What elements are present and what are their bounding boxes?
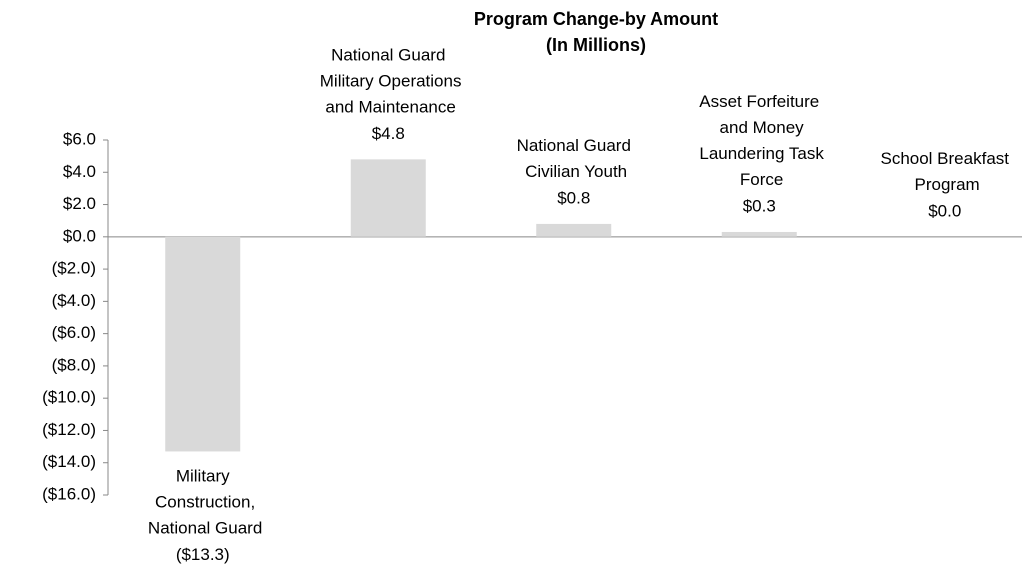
category-line: Asset Forfeiture xyxy=(699,92,819,111)
category-label: Military Construction, National Guard xyxy=(143,467,262,538)
category-line: and Maintenance xyxy=(321,98,456,117)
category-label: Asset Forfeiture and Money Laundering Ta… xyxy=(695,92,825,189)
y-tick-label: ($12.0) xyxy=(42,420,96,439)
category-line: and Money xyxy=(715,118,804,137)
category-label: National Guard Military Operations and M… xyxy=(315,46,461,117)
category-line: Force xyxy=(735,170,783,189)
value-label: $0.8 xyxy=(557,188,590,207)
value-label: $0.0 xyxy=(928,201,961,220)
y-tick-label: $6.0 xyxy=(63,129,96,148)
category-line: Civilian Youth xyxy=(520,162,627,181)
value-label: $4.8 xyxy=(372,124,405,143)
y-tick-label: ($6.0) xyxy=(52,323,96,342)
category-line: Laundering Task xyxy=(695,144,825,163)
y-tick-label: ($14.0) xyxy=(42,452,96,471)
category-line: School Breakfast xyxy=(880,149,1009,168)
category-line: National Guard xyxy=(517,136,631,155)
category-line: National Guard xyxy=(143,519,262,538)
y-tick-label: $2.0 xyxy=(63,194,96,213)
bar xyxy=(165,236,241,452)
category-label: School Breakfast Program xyxy=(880,149,1009,194)
category-line: National Guard xyxy=(331,46,445,65)
bar xyxy=(721,231,797,237)
y-tick-label: ($10.0) xyxy=(42,388,96,407)
bar xyxy=(536,223,612,237)
category-line: Military Operations xyxy=(315,72,461,91)
y-tick-label: $4.0 xyxy=(63,162,96,181)
category-line: Military xyxy=(176,467,230,486)
value-label: ($13.3) xyxy=(176,545,230,564)
y-tick-label: ($8.0) xyxy=(52,355,96,374)
category-line: Program xyxy=(910,175,980,194)
y-tick-label: ($2.0) xyxy=(52,259,96,278)
y-tick-label: $0.0 xyxy=(63,226,96,245)
chart-subtitle: (In Millions) xyxy=(546,35,646,55)
chart-title: Program Change-by Amount xyxy=(474,9,718,29)
y-tick-label: ($4.0) xyxy=(52,291,96,310)
category-line: Construction, xyxy=(150,493,255,512)
category-label: National Guard Civilian Youth xyxy=(517,136,631,181)
y-tick-label: ($16.0) xyxy=(42,484,96,503)
bar xyxy=(350,159,426,237)
value-label: $0.3 xyxy=(743,196,776,215)
